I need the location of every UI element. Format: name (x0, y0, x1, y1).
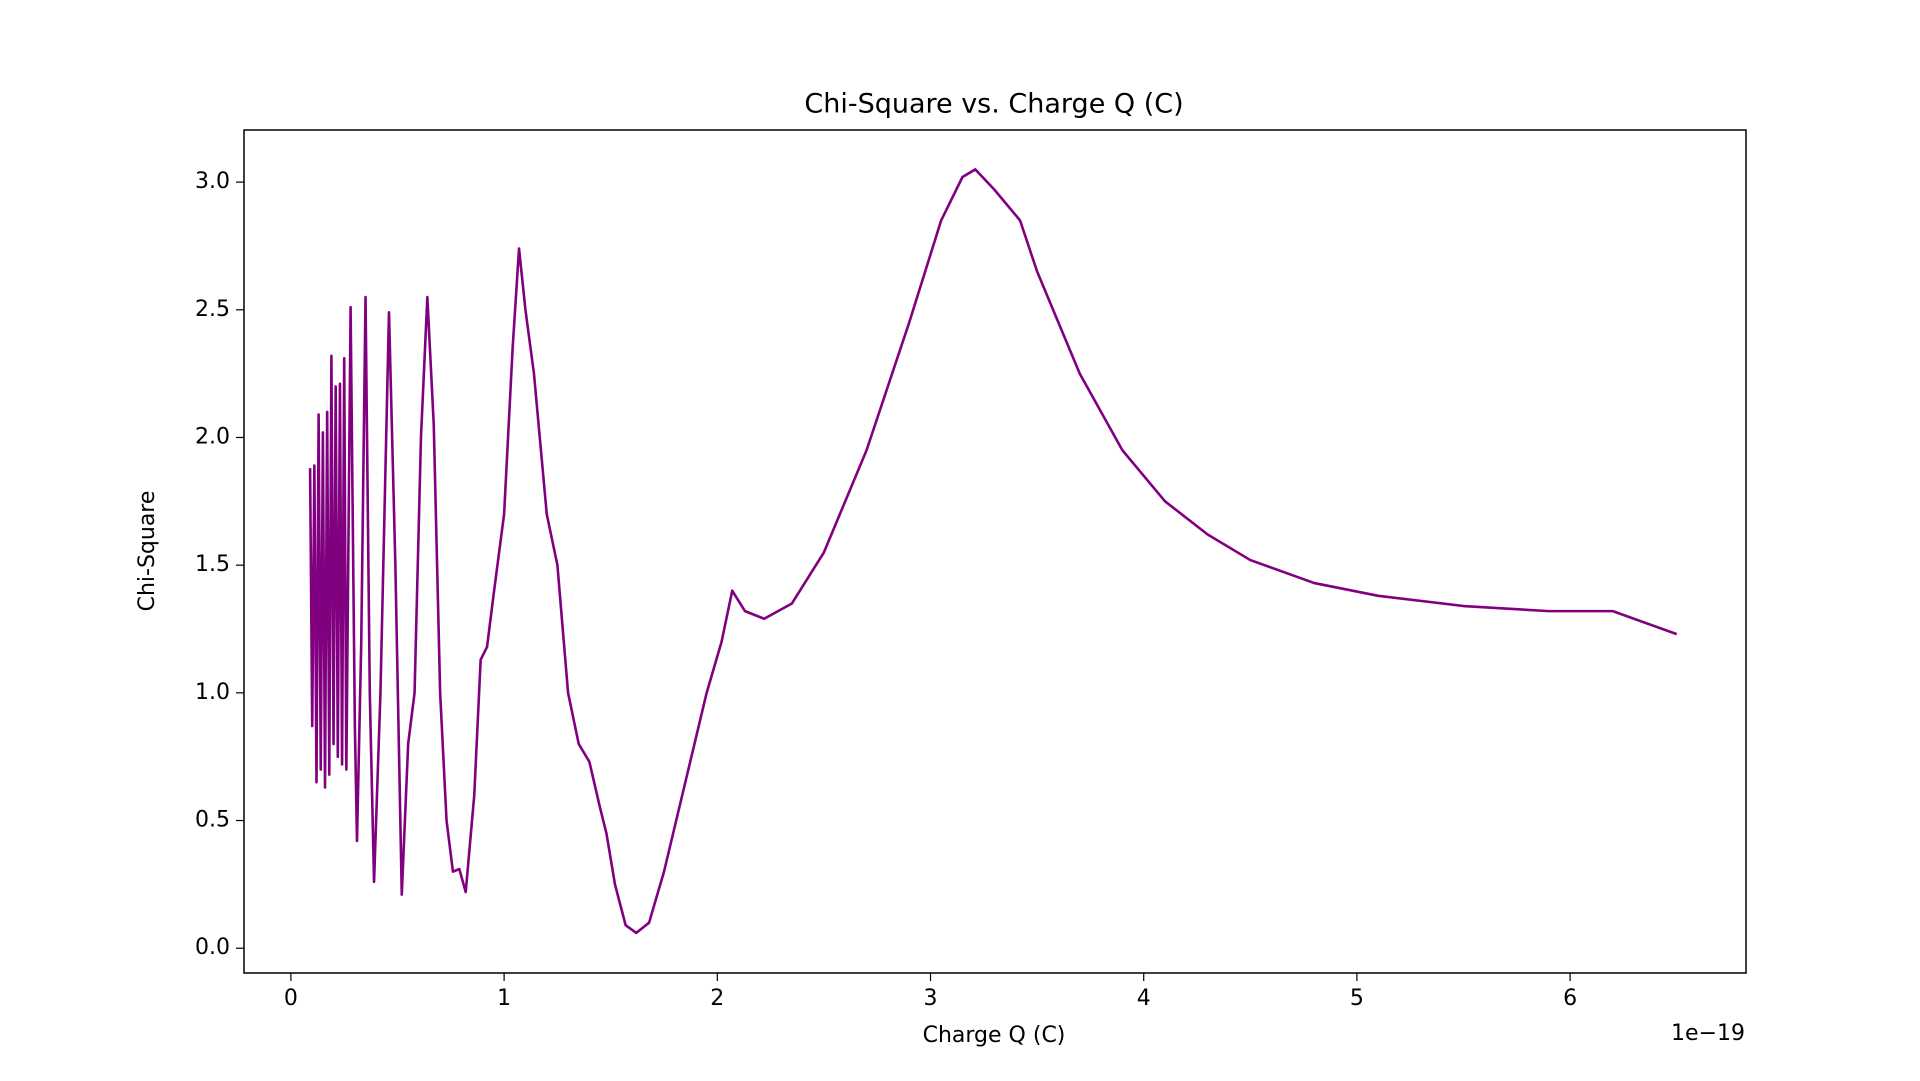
x-offset-label: 1e−19 (1671, 1021, 1745, 1046)
x-tick-label: 4 (1137, 986, 1151, 1011)
x-tick-label: 6 (1563, 986, 1577, 1011)
chart-title: Chi-Square vs. Charge Q (C) (804, 89, 1183, 120)
x-tick-label: 3 (924, 986, 938, 1011)
y-tick-label: 3.0 (195, 169, 230, 194)
x-tick-label: 0 (284, 986, 298, 1011)
y-axis-label: Chi-Square (135, 491, 160, 612)
x-axis-label: Charge Q (C) (923, 1023, 1066, 1048)
plot-frame (243, 129, 1747, 974)
x-tick-label: 5 (1350, 986, 1364, 1011)
y-tick-label: 1.0 (195, 680, 230, 705)
x-tick-label: 1 (497, 986, 511, 1011)
y-tick-label: 2.0 (195, 424, 230, 449)
y-tick-label: 0.5 (195, 808, 230, 833)
data-line (308, 168, 1678, 935)
y-tick-label: 1.5 (195, 552, 230, 577)
y-tick-label: 2.5 (195, 297, 230, 322)
y-tick-label: 0.0 (195, 935, 230, 960)
x-tick-label: 2 (710, 986, 724, 1011)
